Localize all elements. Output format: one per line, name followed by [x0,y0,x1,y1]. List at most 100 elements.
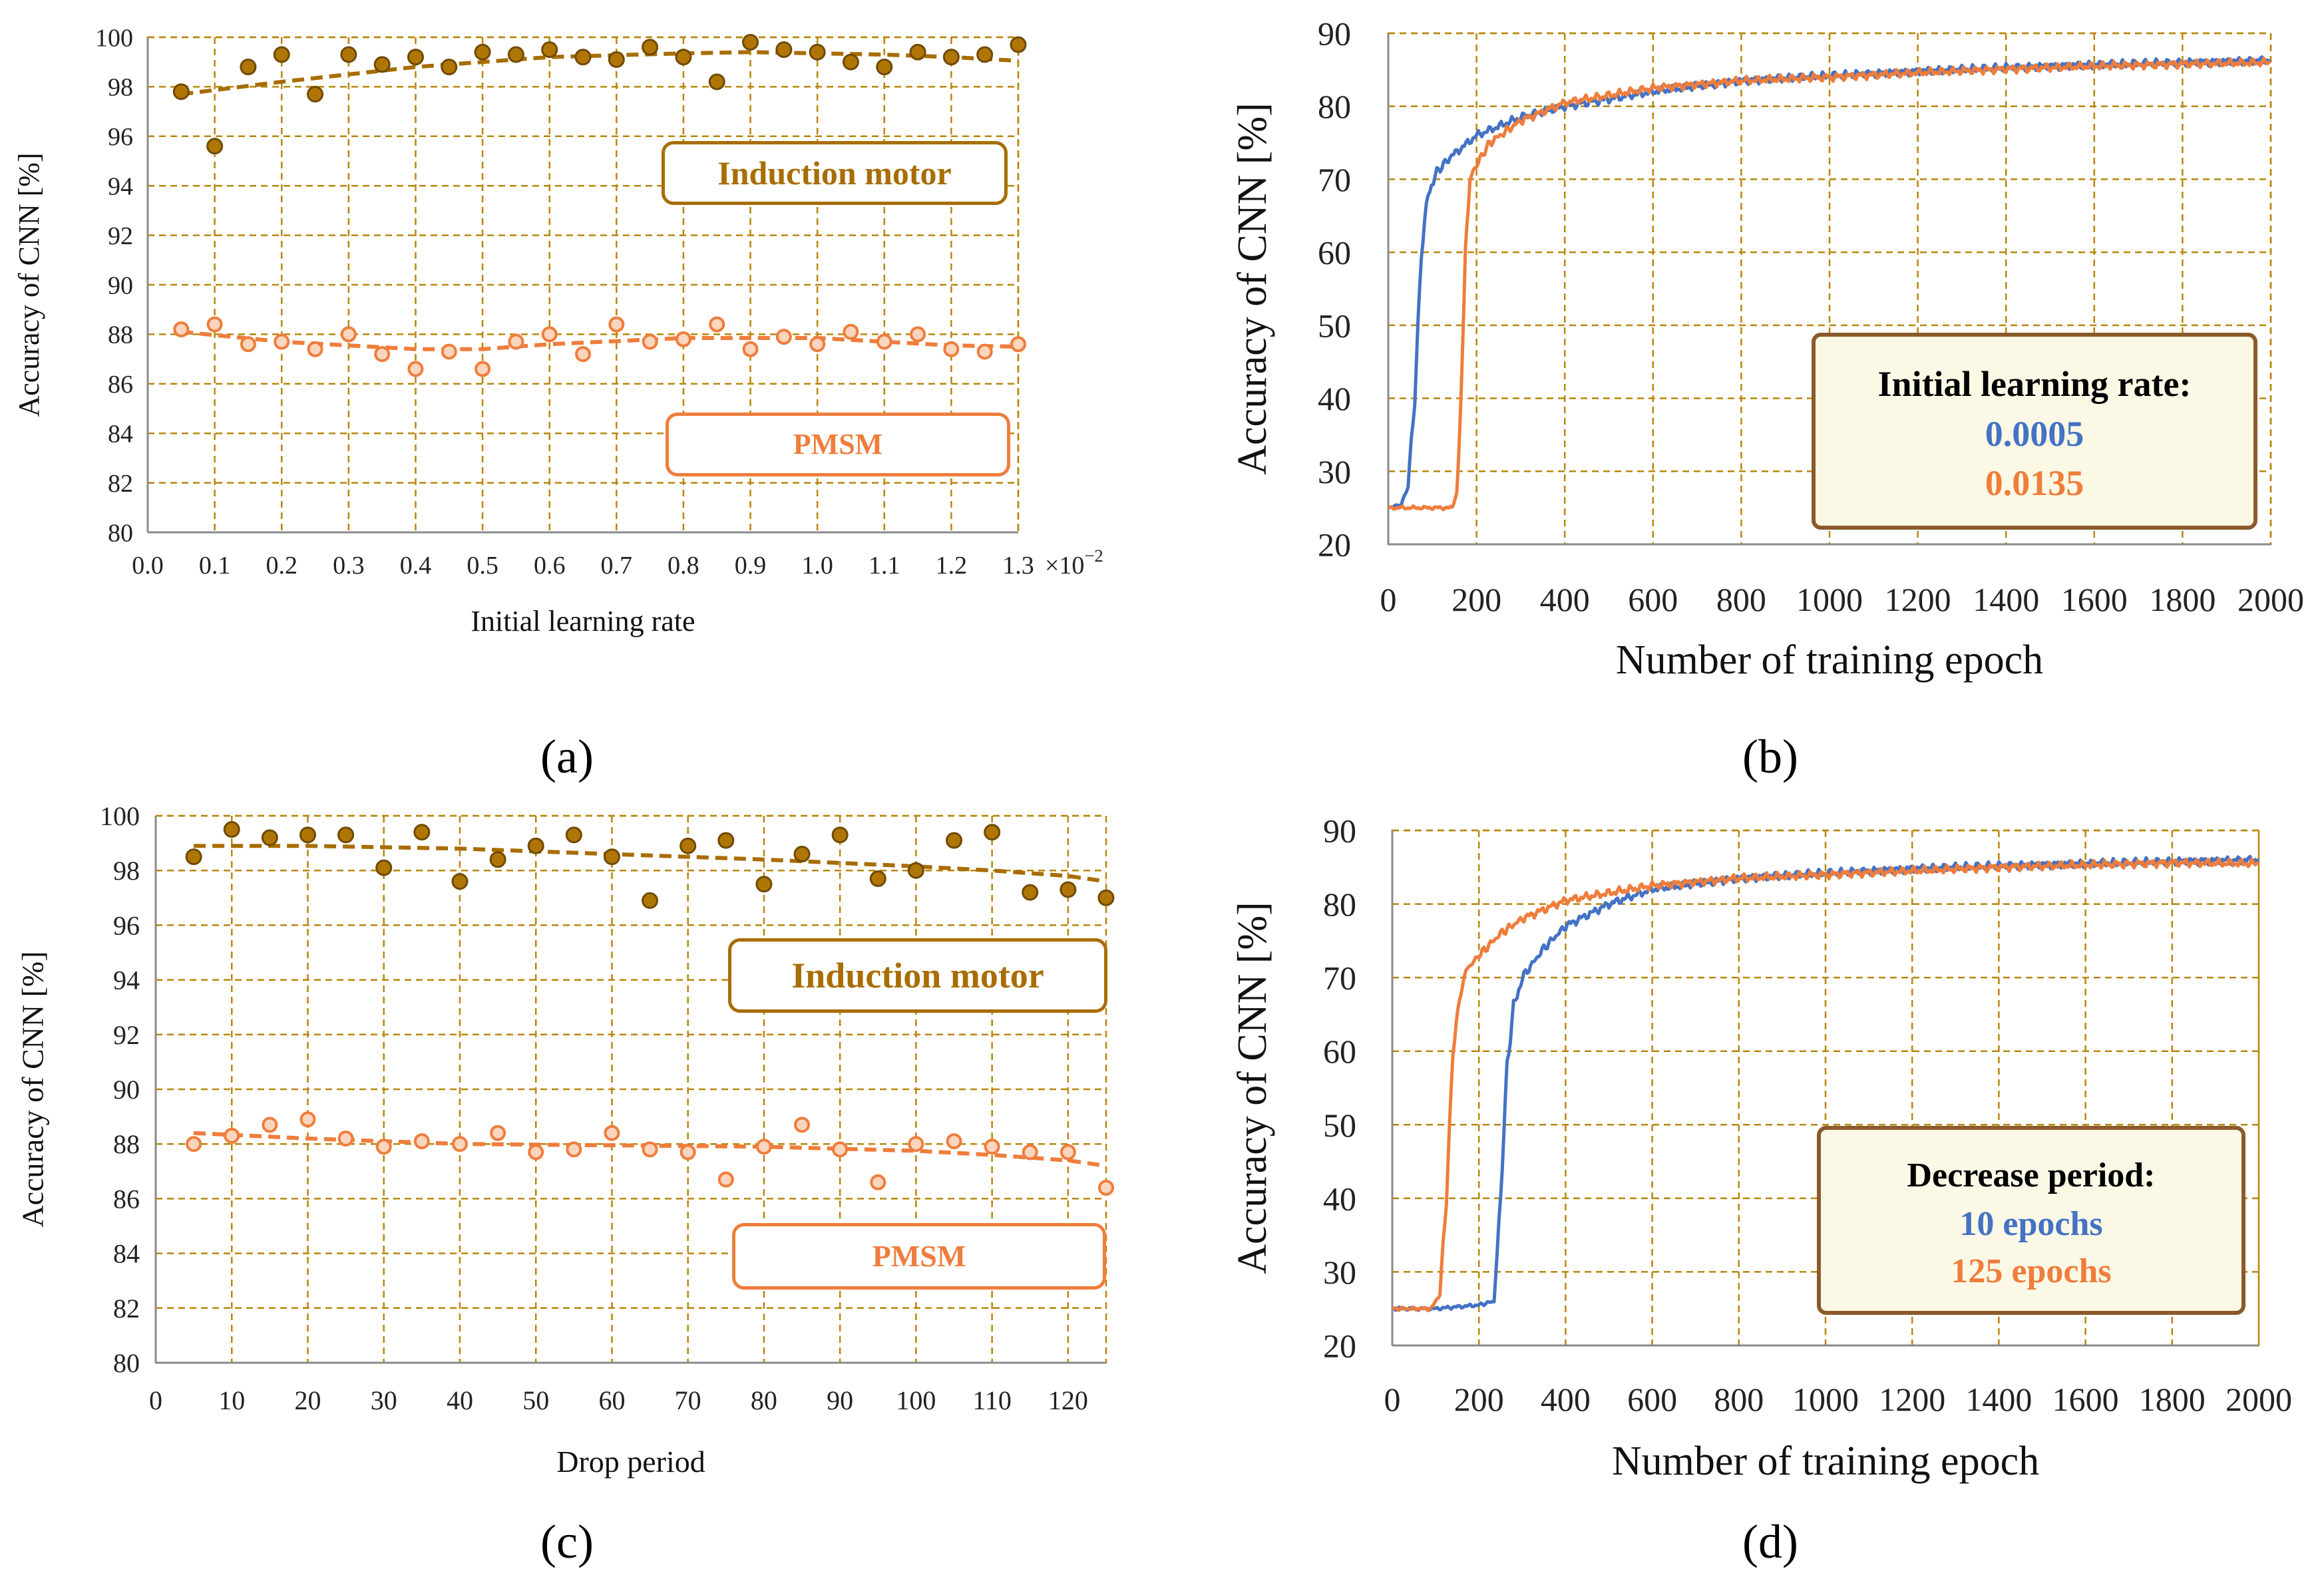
chart-a-pmsm-point [910,326,926,343]
chart-a-y-tick-label: 96 [108,123,133,151]
chart-c-induction-point [603,848,620,866]
chart-a-y-tick-label: 100 [95,24,133,52]
chart-a-induction-label: Induction motor [662,141,1008,205]
chart-a-induction-point [809,43,826,61]
chart-a-pmsm-point [274,333,290,350]
chart-c-pmsm-point [566,1141,582,1158]
chart-c-induction-point [793,846,811,863]
chart-a-pmsm-point [240,336,256,353]
chart-b-x-tick-label: 1400 [1973,581,2039,618]
panel-label-c: (c) [540,1515,594,1568]
chart-b-x-tick-label: 600 [1628,581,1678,618]
chart-a-induction-point [240,59,257,76]
chart-c-induction-point [185,848,202,866]
chart-b-x-tick-label: 200 [1452,581,1501,618]
chart-b-x-tick-label: 1600 [2061,581,2128,618]
chart-c-induction-point [831,826,849,844]
chart-d-x-tick-label: 200 [1454,1381,1504,1418]
chart-d-x-axis-label: Number of training epoch [1612,1439,2039,1484]
chart-d-y-tick-label: 90 [1323,812,1356,850]
chart-a-pmsm-point [407,361,424,377]
chart-d-x-tick-label: 1000 [1792,1381,1859,1418]
chart-c-y-tick-label: 100 [100,801,140,831]
chart-d-y-tick-label: 30 [1323,1254,1356,1291]
chart-d-legend: Decrease period: 10 epochs 125 epochs [1817,1126,2245,1315]
chart-a-y-tick-label: 92 [108,222,133,250]
chart-a-x-tick-label: 0.2 [266,552,297,580]
chart-c-y-tick-label: 88 [113,1129,140,1159]
chart-c-y-tick-label: 92 [113,1020,140,1050]
chart-a-pmsm-point [541,326,558,343]
chart-a-induction-point [876,59,893,76]
chart-a-pmsm-point [340,326,357,343]
chart-a-pmsm-point [173,321,190,337]
chart-c-induction-point [946,832,963,849]
chart-b-y-tick-label: 50 [1318,307,1351,344]
chart-c-y-tick-label: 94 [113,966,140,995]
chart-a-pmsm-point [642,333,658,350]
chart-c-pmsm-point [413,1133,430,1150]
chart-a-y-tick-label: 86 [108,371,133,399]
chart-b-x-tick-label: 1000 [1796,581,1863,618]
chart-c-induction-point [261,829,278,846]
chart-c-induction-point [907,862,924,879]
chart-d-x-tick-label: 1200 [1879,1381,1945,1418]
chart-a-pmsm-point [742,341,759,357]
chart-a-pmsm-point [441,343,457,360]
chart-a-y-tick-label: 82 [108,470,133,498]
chart-b-y-tick-label: 40 [1318,380,1351,417]
chart-b: 0 200 400 600 800 1000 1200 1400 1600 1800 2000 20 3… [1230,15,2304,683]
chart-a-induction-point [541,41,558,59]
chart-a-y-tick-label: 90 [108,271,133,299]
chart-c-induction-point [299,826,316,844]
chart-b-x-tick-label: 400 [1540,581,1590,618]
chart-c-pmsm-point [794,1117,811,1133]
chart-a-induction-point [172,83,190,100]
chart-c-induction-point [337,826,355,844]
chart-a-pmsm-point [575,346,591,363]
chart-c-pmsm-point [946,1133,962,1150]
chart-a-induction-point [1010,36,1027,53]
chart-c-y-tick-label: 84 [113,1239,140,1269]
chart-d-y-tick-label: 70 [1323,960,1356,997]
chart-a-induction-point [675,49,692,66]
chart-d-y-tick-label: 50 [1323,1107,1356,1144]
chart-d-series-orange-line [1392,857,2259,1312]
chart-d-y-tick-label: 80 [1323,886,1356,923]
chart-b-y-tick-label: 90 [1318,15,1351,53]
chart-c-induction-point [1097,889,1115,906]
chart-a-induction-point [742,33,759,51]
chart-a-induction-point [642,39,659,56]
chart-a-x-tick-label: 0.5 [467,552,498,580]
chart-b-legend-title: Initial learning rate: [1877,364,2192,404]
chart-c-y-tick-label: 80 [113,1348,140,1378]
chart-a-pmsm-point [843,323,859,340]
chart-a-induction-point [842,53,859,71]
chart-a-pmsm-point [206,316,223,333]
chart-c-pmsm-point [299,1111,316,1128]
chart-c-pmsm-point [642,1141,658,1158]
chart-b-y-axis-label: Accuracy of CNN [%] [1230,102,1275,474]
chart-b-x-tick-label: 2000 [2237,581,2304,618]
chart-a-x-tick-label: 1.2 [936,552,968,580]
chart-a-x-tick-label: 0.4 [400,552,432,580]
chart-c-pmsm-point [604,1125,620,1141]
chart-a-y-tick-label: 80 [108,519,133,547]
chart-d-legend-entry-10: 10 epochs [1959,1205,2103,1243]
chart-c-x-tick-label: 110 [972,1385,1012,1415]
chart-a-induction-point [407,49,424,66]
chart-c-induction-point [984,824,1001,841]
chart-a-y-tick-label: 88 [108,321,133,349]
chart-c-x-tick-label: 90 [827,1385,853,1415]
chart-c-induction-point [1022,884,1039,901]
chart-c-pmsm-point [528,1144,544,1160]
chart-a-induction-point [976,46,994,63]
chart-a-induction-point [909,43,926,61]
chart-c-induction-point [413,824,431,841]
chart-c-x-tick-label: 0 [149,1385,162,1415]
chart-a-induction-trendline [180,50,1019,96]
chart-d-y-axis-label: Accuracy of CNN [%] [1230,902,1275,1274]
chart-c-pmsm-point [755,1139,772,1155]
chart-c-pmsm-point [870,1174,886,1190]
